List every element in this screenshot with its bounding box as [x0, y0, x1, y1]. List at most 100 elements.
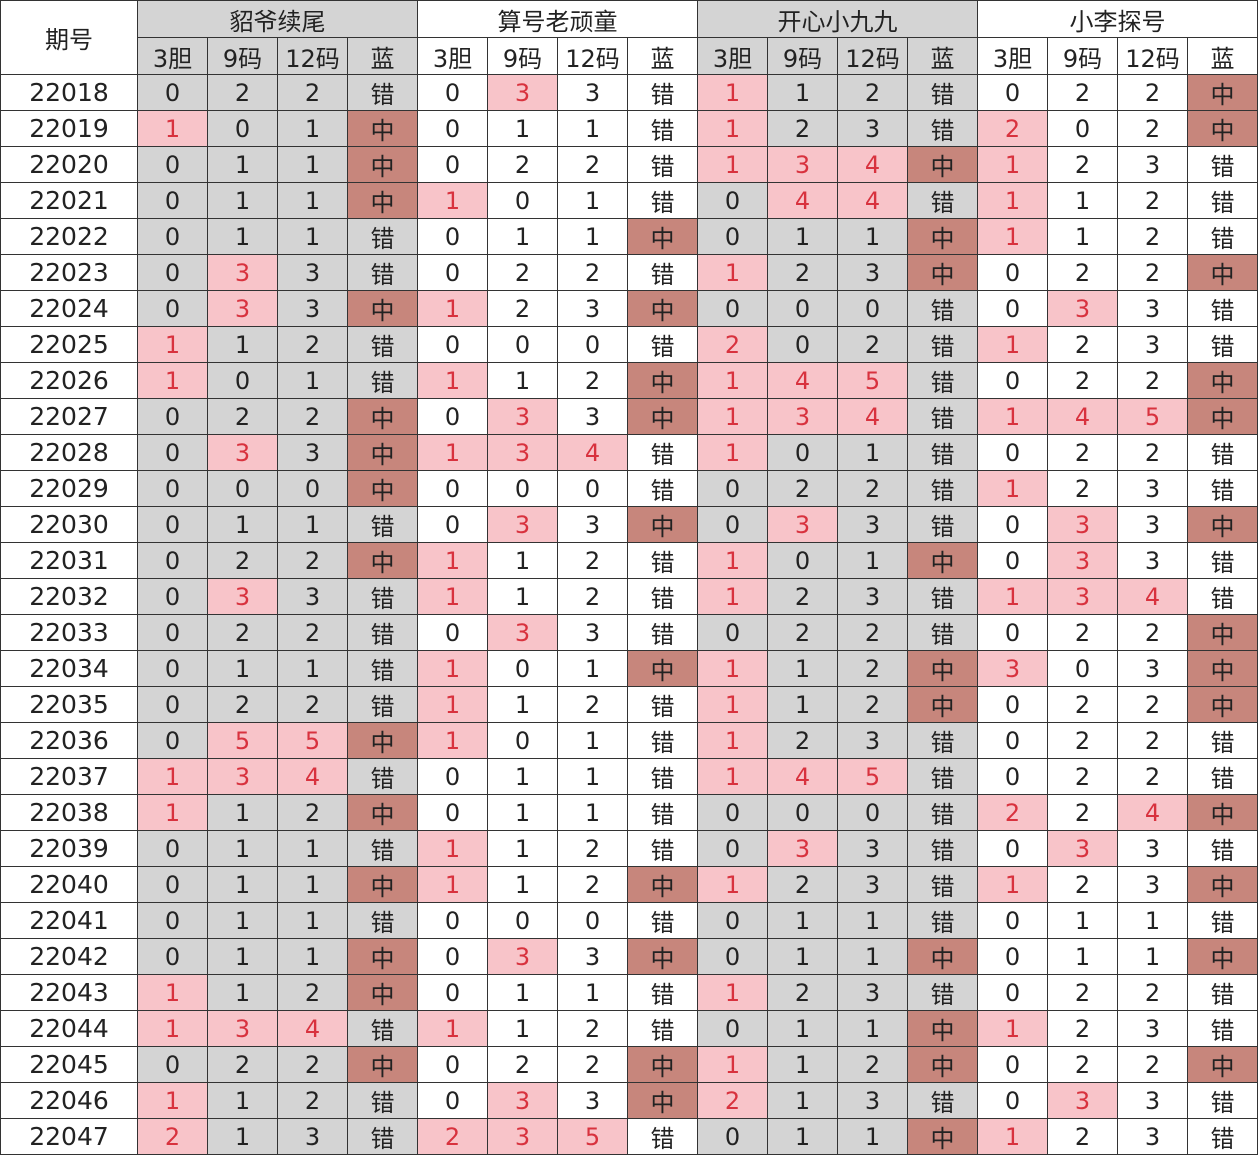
- count-cell: 3: [277, 290, 348, 327]
- count-cell: 2: [767, 578, 838, 615]
- blue-result-cell: 错: [1187, 542, 1258, 579]
- count-cell: 2: [767, 254, 838, 291]
- count-cell: 1: [697, 254, 768, 291]
- column-header: 9码: [767, 37, 838, 75]
- count-cell: 0: [767, 290, 838, 327]
- period-cell: 22025: [0, 326, 138, 363]
- blue-result-cell: 错: [907, 470, 978, 507]
- count-cell: 3: [277, 1118, 348, 1155]
- count-cell: 1: [1047, 218, 1118, 255]
- blue-result-cell: 中: [627, 506, 698, 543]
- blue-result-cell: 错: [627, 758, 698, 795]
- count-cell: 1: [417, 722, 488, 759]
- count-cell: 2: [1117, 722, 1188, 759]
- period-cell: 22029: [0, 470, 138, 507]
- count-cell: 3: [1117, 650, 1188, 687]
- period-cell: 22031: [0, 542, 138, 579]
- count-cell: 0: [417, 974, 488, 1011]
- count-cell: 1: [137, 758, 208, 795]
- count-cell: 0: [137, 614, 208, 651]
- data-row: 22024 0 3 3 中 1 2 3 中 0 0 0 错 0 3 3 错: [0, 290, 1258, 327]
- period-cell: 22024: [0, 290, 138, 327]
- count-cell: 0: [697, 902, 768, 939]
- count-cell: 1: [1117, 902, 1188, 939]
- blue-result-cell: 错: [627, 182, 698, 219]
- count-cell: 1: [487, 794, 558, 831]
- count-cell: 2: [487, 1046, 558, 1083]
- count-cell: 2: [1047, 974, 1118, 1011]
- data-row: 22041 0 1 1 错 0 0 0 错 0 1 1 错 0 1 1 错: [0, 902, 1258, 939]
- count-cell: 3: [557, 290, 628, 327]
- blue-result-cell: 错: [627, 542, 698, 579]
- count-cell: 0: [767, 434, 838, 471]
- count-cell: 0: [977, 362, 1048, 399]
- count-cell: 0: [487, 722, 558, 759]
- blue-result-cell: 错: [627, 1010, 698, 1047]
- data-row: 22028 0 3 3 中 1 3 4 错 1 0 1 错 0 2 2 错: [0, 434, 1258, 471]
- count-cell: 2: [1047, 794, 1118, 831]
- count-cell: 0: [137, 542, 208, 579]
- period-cell: 22028: [0, 434, 138, 471]
- count-cell: 1: [837, 1010, 908, 1047]
- count-cell: 3: [837, 578, 908, 615]
- count-cell: 5: [557, 1118, 628, 1155]
- count-cell: 0: [487, 326, 558, 363]
- data-row: 22031 0 2 2 中 1 1 2 错 1 0 1 中 0 3 3 错: [0, 542, 1258, 579]
- count-cell: 2: [557, 1010, 628, 1047]
- count-cell: 2: [137, 1118, 208, 1155]
- count-cell: 2: [767, 614, 838, 651]
- count-cell: 1: [697, 974, 768, 1011]
- count-cell: 2: [1047, 74, 1118, 111]
- count-cell: 1: [277, 218, 348, 255]
- count-cell: 3: [837, 506, 908, 543]
- count-cell: 2: [977, 110, 1048, 147]
- count-cell: 1: [767, 650, 838, 687]
- blue-result-cell: 中: [347, 974, 418, 1011]
- group-header: 开心小九九: [697, 0, 978, 38]
- data-row: 22025 1 1 2 错 0 0 0 错 2 0 2 错 1 2 3 错: [0, 326, 1258, 363]
- count-cell: 0: [697, 794, 768, 831]
- count-cell: 1: [767, 1118, 838, 1155]
- count-cell: 5: [837, 758, 908, 795]
- data-row: 22030 0 1 1 错 0 3 3 中 0 3 3 错 0 3 3 中: [0, 506, 1258, 543]
- subheader-row: 3胆 9码 12码蓝 3胆 9码 12码蓝 3胆 9码 12码蓝 3胆 9码 12码蓝: [1, 37, 1258, 75]
- data-row: 22043 1 1 2 中 0 1 1 错 1 2 3 错 0 2 2 错: [0, 974, 1258, 1011]
- count-cell: 0: [417, 1082, 488, 1119]
- count-cell: 2: [207, 1046, 278, 1083]
- count-cell: 3: [767, 830, 838, 867]
- count-cell: 0: [137, 434, 208, 471]
- count-cell: 3: [557, 506, 628, 543]
- count-cell: 1: [417, 830, 488, 867]
- count-cell: 1: [277, 938, 348, 975]
- count-cell: 2: [1117, 110, 1188, 147]
- count-cell: 1: [977, 146, 1048, 183]
- count-cell: 3: [277, 254, 348, 291]
- count-cell: 0: [137, 686, 208, 723]
- count-cell: 0: [977, 290, 1048, 327]
- count-cell: 2: [277, 614, 348, 651]
- count-cell: 1: [1047, 902, 1118, 939]
- blue-result-cell: 中: [347, 794, 418, 831]
- count-cell: 1: [207, 146, 278, 183]
- blue-result-cell: 中: [1187, 938, 1258, 975]
- count-cell: 2: [207, 614, 278, 651]
- count-cell: 3: [1117, 1082, 1188, 1119]
- count-cell: 1: [837, 434, 908, 471]
- count-cell: 2: [277, 1082, 348, 1119]
- count-cell: 0: [137, 506, 208, 543]
- blue-result-cell: 中: [907, 542, 978, 579]
- count-cell: 2: [1047, 254, 1118, 291]
- blue-result-cell: 中: [1187, 650, 1258, 687]
- count-cell: 2: [1117, 974, 1188, 1011]
- count-cell: 0: [977, 1082, 1048, 1119]
- count-cell: 0: [417, 254, 488, 291]
- column-header: 蓝: [347, 37, 418, 75]
- count-cell: 5: [837, 362, 908, 399]
- data-row: 22037 1 3 4 错 0 1 1 错 1 4 5 错 0 2 2 错: [0, 758, 1258, 795]
- blue-result-cell: 中: [1187, 794, 1258, 831]
- count-cell: 1: [977, 398, 1048, 435]
- blue-result-cell: 错: [627, 470, 698, 507]
- period-cell: 22047: [0, 1118, 138, 1155]
- count-cell: 1: [487, 866, 558, 903]
- period-cell: 22036: [0, 722, 138, 759]
